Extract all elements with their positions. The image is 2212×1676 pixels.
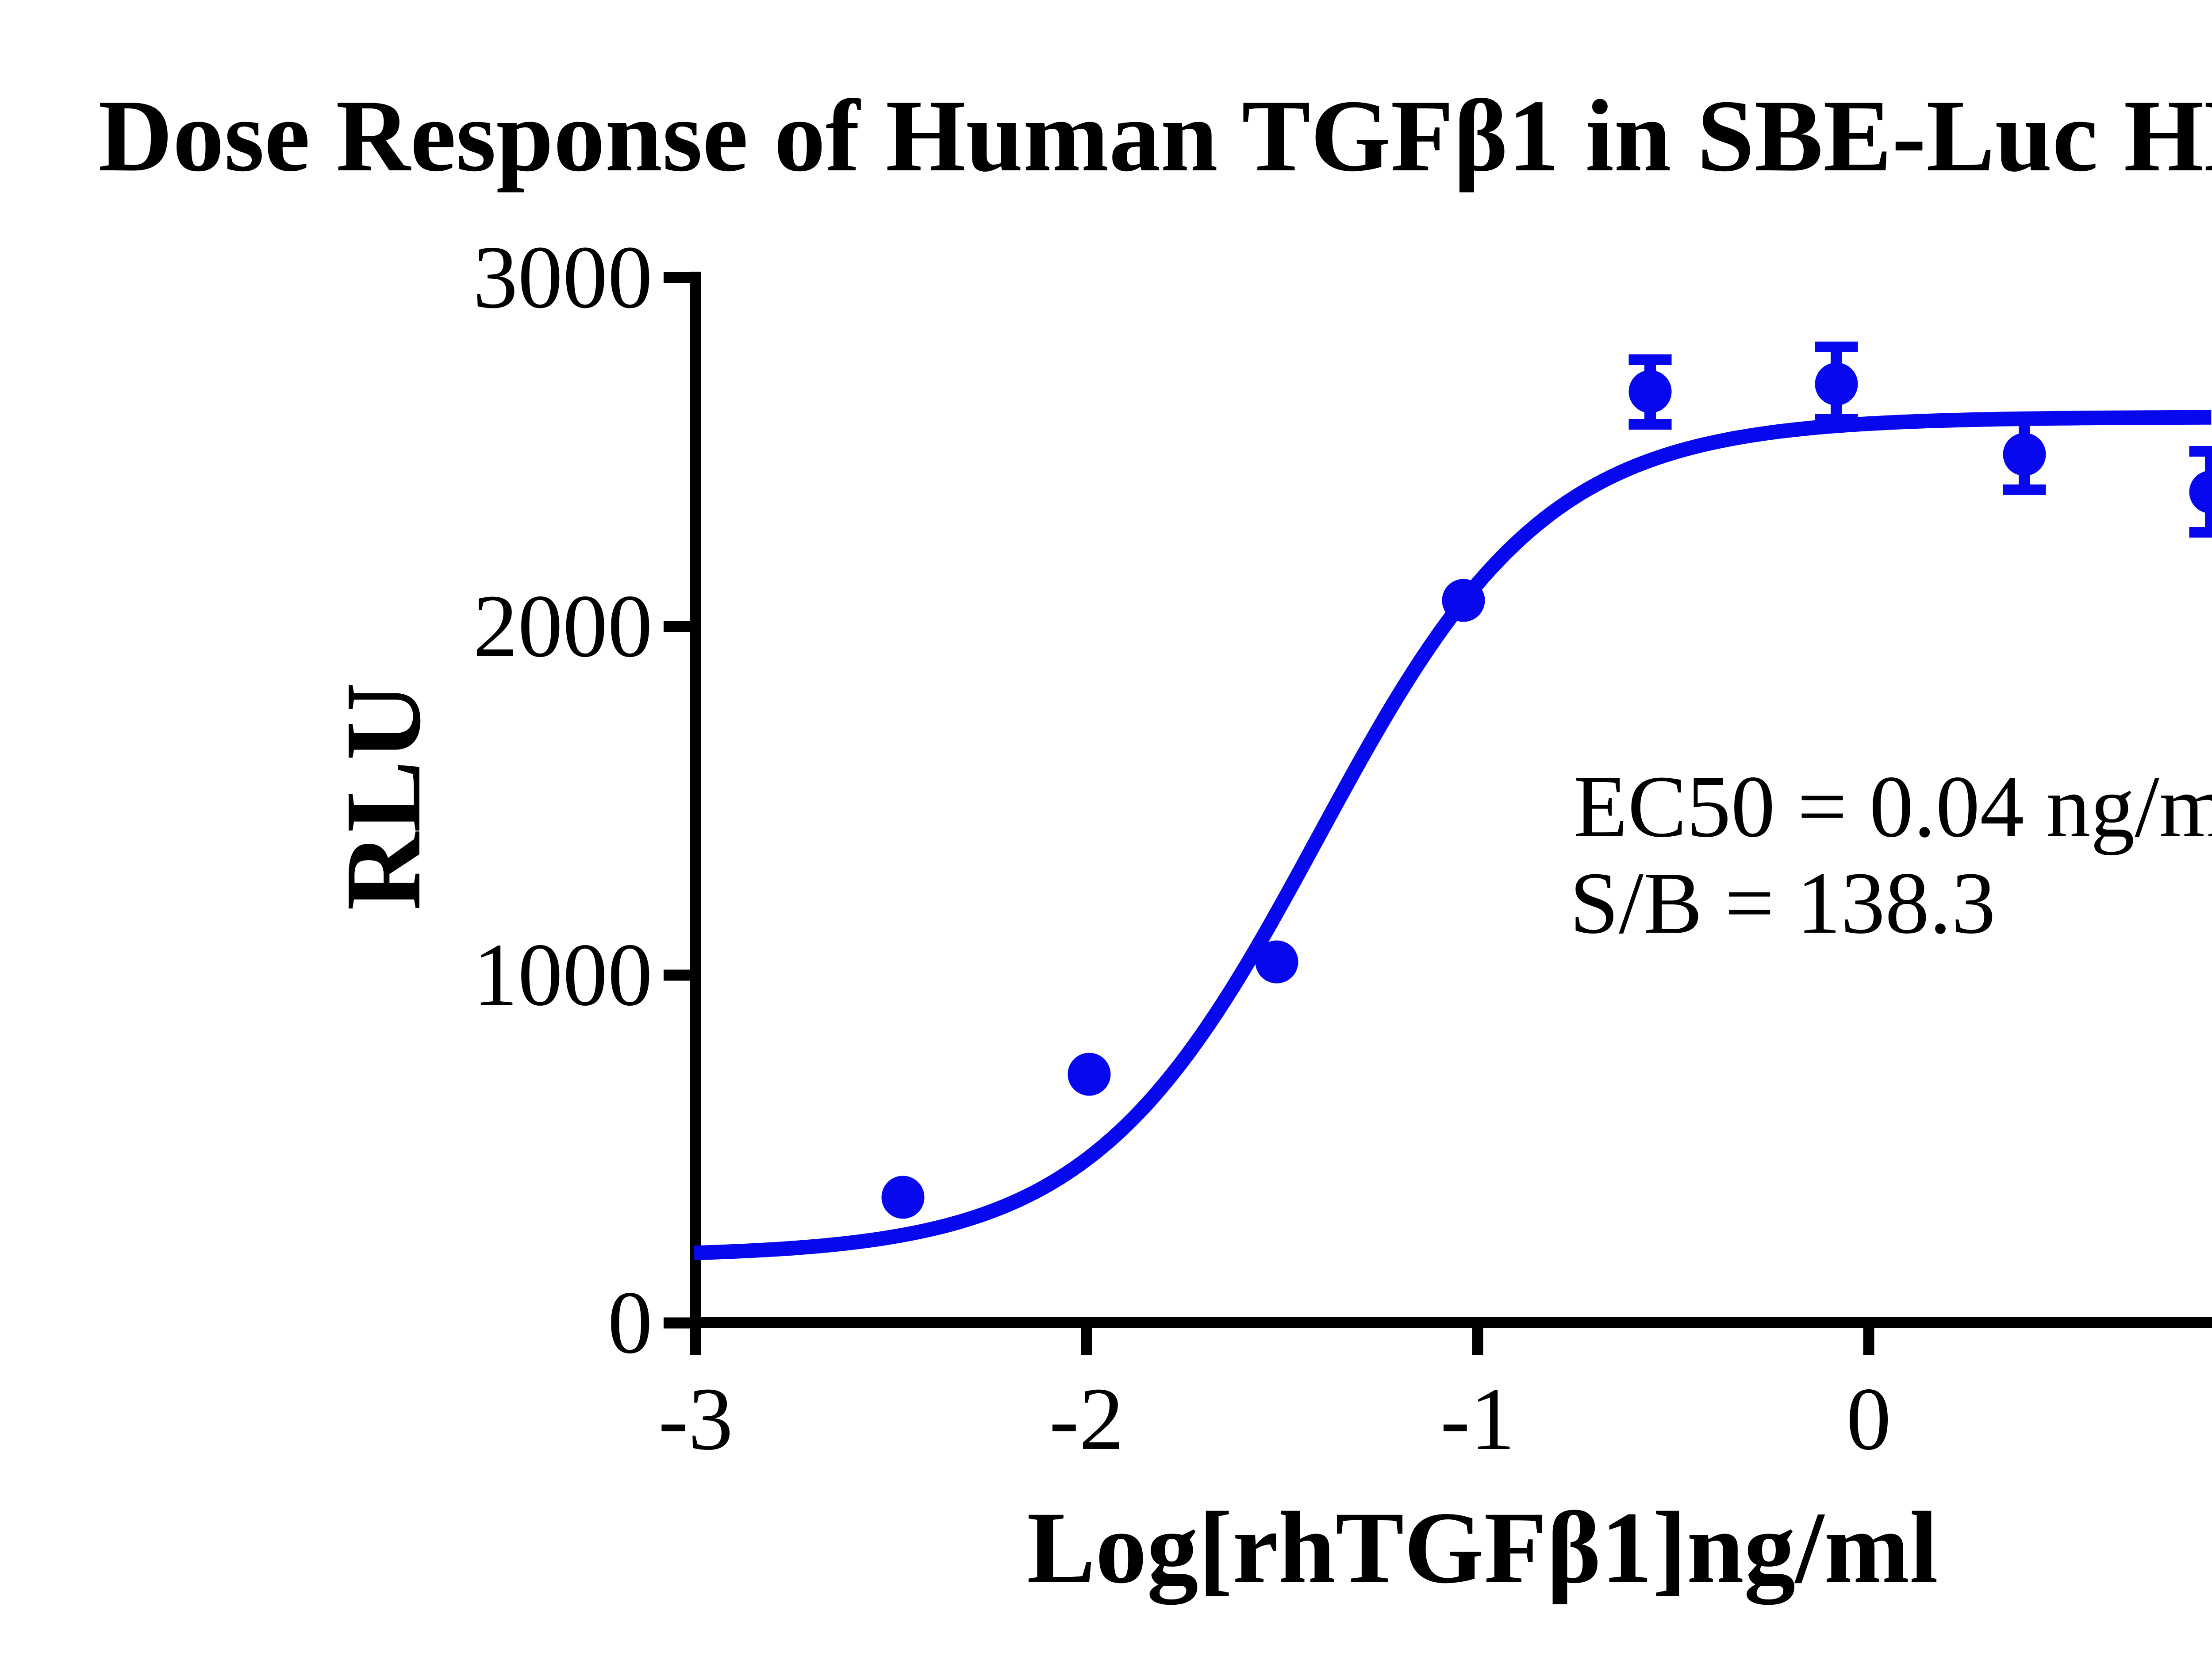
svg-text:Log[rhTGFβ1]ng/ml: Log[rhTGFβ1]ng/ml	[1027, 1491, 1938, 1605]
svg-text:0: 0	[608, 1272, 653, 1372]
svg-text:EC50 = 0.04 ng/ml: EC50 = 0.04 ng/ml	[1574, 758, 2212, 856]
svg-text:0: 0	[1846, 1369, 1891, 1468]
svg-text:-3: -3	[658, 1369, 733, 1468]
svg-text:2000: 2000	[473, 576, 653, 676]
svg-text:Dose Response of Human TGFβ1 i: Dose Response of Human TGFβ1 in SBE-Luc …	[98, 79, 2212, 193]
svg-text:3000: 3000	[473, 227, 653, 327]
svg-text:-2: -2	[1049, 1369, 1124, 1468]
svg-text:1000: 1000	[473, 925, 653, 1024]
svg-text:S/B = 138.3: S/B = 138.3	[1570, 854, 1996, 952]
svg-text:RLU: RLU	[323, 682, 443, 910]
svg-text:-1: -1	[1440, 1369, 1515, 1468]
